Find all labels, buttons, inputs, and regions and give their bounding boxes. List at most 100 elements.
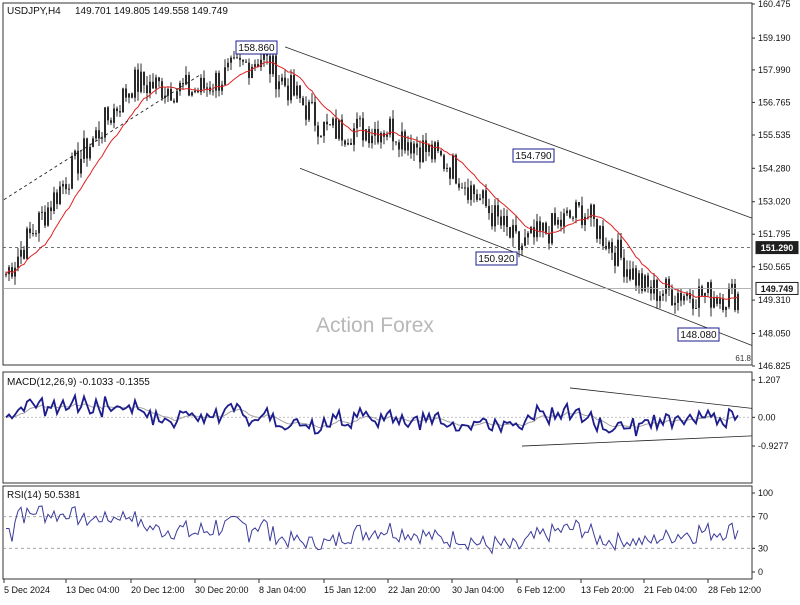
price-candle-body xyxy=(62,184,64,187)
price-candle-body xyxy=(68,188,70,190)
price-candle-body xyxy=(542,222,544,231)
price-candle-body xyxy=(677,292,679,303)
price-candle-body xyxy=(578,202,580,206)
price-candle-body xyxy=(398,142,400,150)
price-candle-body xyxy=(281,77,283,82)
price-candle-body xyxy=(608,242,610,249)
price-candle-body xyxy=(248,62,250,78)
price-candle-body xyxy=(632,268,634,280)
macd-trend-line-lower xyxy=(521,435,753,447)
price-candle-body xyxy=(476,194,478,200)
price-candle-body xyxy=(299,85,301,99)
price-y-tick-label: 146.825 xyxy=(758,361,791,371)
price-y-tick-label: 154.280 xyxy=(758,163,791,173)
price-candle-body xyxy=(98,130,100,139)
price-candle-body xyxy=(239,57,241,60)
price-candle-body xyxy=(698,286,700,308)
price-y-tick-label: 157.990 xyxy=(758,65,791,75)
price-candle-body xyxy=(422,140,424,163)
price-candle-body xyxy=(434,142,436,160)
price-candle-body xyxy=(305,105,307,120)
price-candle-body xyxy=(77,150,79,174)
price-candle-body xyxy=(314,102,316,126)
price-candle-body xyxy=(326,121,328,125)
price-candle-body xyxy=(704,292,706,296)
price-candle-body xyxy=(662,293,664,296)
price-candle-body xyxy=(185,75,187,85)
price-candle-body xyxy=(419,147,421,163)
price-candle-body xyxy=(179,82,181,92)
price-candle-body xyxy=(191,92,193,96)
price-candle-body xyxy=(554,213,556,225)
price-candle-body xyxy=(710,282,712,308)
price-candle-body xyxy=(329,124,331,126)
price-candle-body xyxy=(347,143,349,145)
price-candle-body xyxy=(104,107,106,138)
price-candle-body xyxy=(377,128,379,143)
price-y-tick-label: 156.765 xyxy=(758,97,791,107)
price-candle-body xyxy=(302,98,304,106)
price-candle-body xyxy=(464,187,466,189)
price-candle-body xyxy=(245,61,247,63)
price-candle-body xyxy=(218,72,220,91)
price-candle-body xyxy=(38,212,40,234)
price-candle-body xyxy=(620,239,622,258)
x-tick-label: 20 Dec 12:00 xyxy=(131,585,185,595)
price-candle-body xyxy=(41,211,43,213)
price-candle-body xyxy=(341,119,343,141)
price-candle-body xyxy=(638,273,640,286)
rsi-y-tick-label: 0 xyxy=(758,567,763,577)
price-candle-body xyxy=(110,120,112,123)
price-candle-body xyxy=(587,216,589,218)
price-candle-body xyxy=(626,269,628,277)
price-candle-body xyxy=(644,275,646,291)
price-candle-body xyxy=(425,140,427,152)
price-candle-body xyxy=(470,185,472,200)
price-candle-body xyxy=(308,101,310,120)
price-candle-body xyxy=(446,167,448,169)
rsi-y-tick-label: 100 xyxy=(758,488,773,498)
price-candle-body xyxy=(716,298,718,304)
macd-y-tick-label: 1.207 xyxy=(758,375,781,385)
x-tick-label: 15 Jan 12:00 xyxy=(324,585,376,595)
price-candle-body xyxy=(203,77,205,89)
price-candle-body xyxy=(335,118,337,139)
rsi-panel-frame xyxy=(2,485,753,580)
price-candle-body xyxy=(83,138,85,159)
macd-y-tick-label: 0.00 xyxy=(758,412,776,422)
header-quote: 149.701 149.805 149.558 149.749 xyxy=(75,6,228,17)
price-candle-body xyxy=(266,53,268,56)
x-tick-label: 13 Feb 20:00 xyxy=(581,585,634,595)
price-candle-body xyxy=(530,227,532,233)
price-candle-body xyxy=(713,298,715,308)
price-level-tag: 151.290 xyxy=(755,241,799,255)
price-candle-body xyxy=(89,146,91,159)
price-candle-body xyxy=(188,75,190,96)
price-candle-body xyxy=(212,90,214,92)
price-candle-body xyxy=(128,93,130,98)
price-candle-body xyxy=(494,205,496,227)
price-candle-body xyxy=(653,279,655,294)
price-candle-body xyxy=(404,131,406,151)
price-candle-body xyxy=(461,187,463,189)
price-y-tick-label: 155.535 xyxy=(758,130,791,140)
price-candle-body xyxy=(290,75,292,101)
price-candle-body xyxy=(629,269,631,280)
rsi-line xyxy=(6,505,739,555)
price-y-tick-label: 150.565 xyxy=(758,262,791,272)
price-candle-body xyxy=(392,118,394,142)
x-tick-label: 30 Jan 04:00 xyxy=(452,585,504,595)
price-candle-body xyxy=(170,88,172,101)
price-candle-body xyxy=(416,143,418,148)
price-candle-body xyxy=(512,225,514,238)
price-candle-body xyxy=(635,268,637,286)
price-candle-body xyxy=(5,274,7,276)
price-extreme-label: 150.920 xyxy=(475,251,518,266)
price-candle-body xyxy=(158,77,160,82)
price-candle-body xyxy=(722,298,724,310)
price-candle-body xyxy=(545,222,547,234)
price-candle-body xyxy=(32,233,34,235)
price-candle-body xyxy=(278,81,280,90)
price-candle-body xyxy=(680,292,682,301)
header-symbol: USDJPY,H4 xyxy=(7,6,61,17)
